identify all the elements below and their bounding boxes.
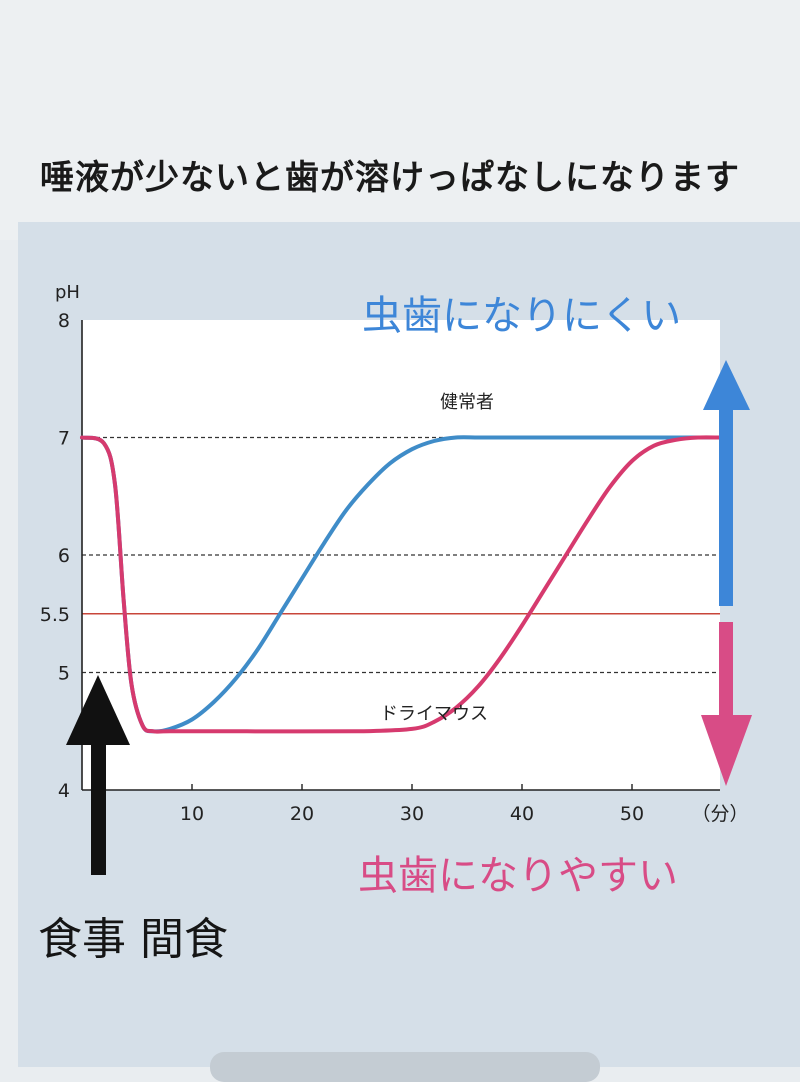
y-tick-label: 8 <box>58 310 70 332</box>
y-tick-label: 7 <box>58 428 70 450</box>
x-unit-label: （分） <box>691 803 748 825</box>
x-tick-label: 10 <box>180 803 204 825</box>
x-tick-label: 50 <box>620 803 644 825</box>
annotation-more-decay: 虫歯になりやすい <box>358 853 678 899</box>
series-label-healthy: 健常者 <box>440 392 494 413</box>
page-bottom-tab <box>210 1052 600 1082</box>
annotation-less-decay: 虫歯になりにくい <box>362 293 682 339</box>
arrow-down-icon <box>701 622 752 786</box>
series-line-dry-mouth <box>80 435 722 734</box>
series-layer <box>80 435 722 734</box>
y-tick-label: 6 <box>58 545 70 567</box>
grid-layer <box>82 320 720 790</box>
y-tick-label: 4 <box>58 780 70 802</box>
page-background <box>0 0 800 240</box>
meal-label: 食事 間食 <box>38 914 228 965</box>
page-title: 唾液が少ないと歯が溶けっぱなしになります <box>40 158 740 198</box>
meal-arrow-icon <box>66 675 130 875</box>
y-tick-label: 5 <box>58 663 70 685</box>
y-axis-title: pH <box>55 282 80 303</box>
x-tick-label: 20 <box>290 803 314 825</box>
x-tick-label: 40 <box>510 803 534 825</box>
x-tick-label: 30 <box>400 803 424 825</box>
series-label-dry-mouth: ドライマウス <box>380 704 488 725</box>
y-tick-label: 5.5 <box>40 604 70 626</box>
arrow-up-icon <box>703 360 750 606</box>
